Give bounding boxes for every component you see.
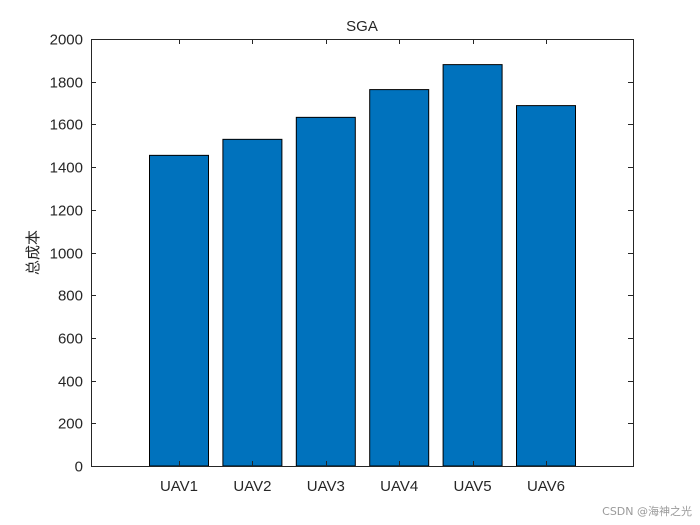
bar-uav5 (442, 64, 503, 467)
y-axis-ticks: 0 200 400 600 800 1000 1200 1400 1600 1800 2000 (50, 32, 633, 476)
watermark: CSDN @海神之光 (602, 505, 692, 518)
y-tick-label: 1600 (50, 117, 83, 134)
y-tick-label: 800 (58, 288, 83, 305)
bar-uav4 (369, 89, 430, 467)
bar-uav6 (516, 105, 576, 467)
x-tick-label: UAV6 (527, 478, 565, 495)
chart-title: SGA (346, 18, 378, 35)
y-tick-label: 1200 (50, 203, 83, 220)
y-tick-label: 1800 (50, 75, 83, 92)
x-tick-label: UAV4 (380, 478, 418, 495)
y-tick-label: 200 (58, 416, 83, 433)
y-tick-label: 0 (75, 459, 83, 476)
y-axis-label: 总成本 (25, 230, 42, 275)
bar-uav2 (222, 138, 283, 467)
x-tick-label: UAV2 (233, 478, 271, 495)
bar-uav1 (149, 154, 209, 467)
y-tick-label: 1400 (50, 160, 83, 177)
y-tick-label: 2000 (50, 32, 83, 49)
y-tick-label: 1000 (50, 246, 83, 263)
bars-group (149, 64, 576, 467)
y-tick-label: 600 (58, 331, 83, 348)
bar-uav3 (295, 116, 356, 467)
x-tick-label: UAV5 (454, 478, 492, 495)
y-tick-label: 400 (58, 374, 83, 391)
x-tick-label: UAV3 (307, 478, 345, 495)
x-axis-ticks: UAV1 UAV2 UAV3 UAV4 UAV5 UAV6 (160, 39, 565, 495)
x-tick-label: UAV1 (160, 478, 198, 495)
